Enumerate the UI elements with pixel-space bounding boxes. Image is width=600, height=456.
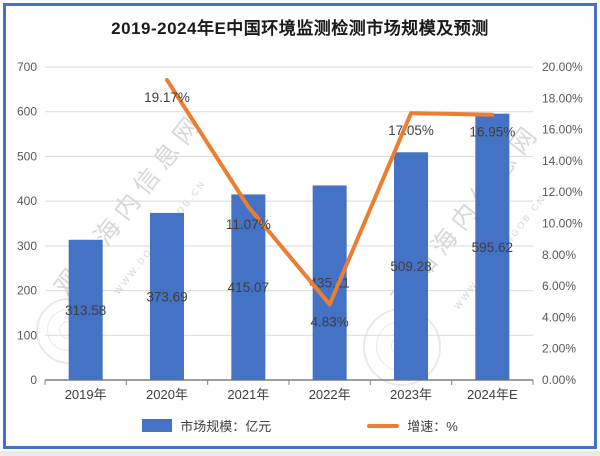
bar-value-label: 415.07: [228, 280, 269, 295]
left-axis-tick-label: 0: [30, 373, 37, 387]
left-axis-tick-label: 200: [17, 284, 37, 298]
left-axis-tick-label: 700: [17, 60, 37, 74]
x-axis-label: 2023年: [390, 387, 432, 402]
right-axis-tick-label: 8.00%: [542, 248, 576, 262]
legend-bar-label: 市场规模：亿元: [180, 419, 272, 434]
right-axis-tick-label: 12.00%: [542, 185, 583, 199]
right-axis-tick-label: 20.00%: [542, 60, 583, 74]
chart-legend: 市场规模：亿元 增速：%: [0, 416, 600, 435]
growth-rate-label: 11.07%: [226, 217, 271, 232]
right-axis-tick-label: 10.00%: [542, 217, 583, 231]
right-axis-tick-label: 2.00%: [542, 342, 576, 356]
x-axis-label: 2019年: [65, 387, 107, 402]
left-axis-tick-label: 100: [17, 328, 37, 342]
growth-rate-label: 19.17%: [144, 90, 190, 105]
right-axis-tick-label: 0.00%: [542, 373, 576, 387]
legend-line-label: 增速：%: [407, 419, 458, 434]
line-series-swatch: [367, 423, 400, 428]
x-axis-label: 2020年: [146, 387, 188, 402]
bar-value-label: 313.58: [65, 303, 106, 318]
bar-2021年: [231, 194, 266, 380]
legend-item-market-size: 市场规模：亿元: [142, 416, 271, 435]
bottom-edge-strip: [0, 451, 600, 456]
bar-value-label: 373.69: [146, 289, 187, 304]
x-axis-label: 2024年E: [467, 387, 518, 402]
x-axis-label: 2021年: [227, 387, 269, 402]
growth-rate-label: 16.95%: [469, 125, 515, 140]
right-axis-tick-label: 16.00%: [542, 123, 583, 137]
chart-title: 2019-2024年E中国环境监测检测市场规模及预测: [111, 19, 489, 38]
right-axis-tick-label: 6.00%: [542, 279, 576, 293]
legend-item-growth-rate: 增速：%: [367, 416, 458, 435]
bar-2023年: [394, 152, 428, 380]
x-axis-label: 2022年: [309, 387, 351, 402]
left-axis-tick-label: 300: [17, 239, 37, 253]
growth-rate-label: 17.05%: [388, 123, 434, 138]
right-axis-tick-label: 14.00%: [542, 154, 583, 168]
bar-series-swatch: [142, 419, 173, 432]
right-axis-tick-label: 4.00%: [542, 310, 576, 324]
bar-value-label: 509.28: [390, 259, 431, 274]
bar-2019年: [68, 239, 103, 380]
growth-rate-label: 4.83%: [311, 314, 349, 329]
bar-value-label: 595.62: [472, 240, 513, 255]
bar-2020年: [150, 212, 184, 380]
right-axis-tick-label: 18.00%: [542, 91, 583, 105]
left-axis-tick-label: 500: [17, 149, 37, 163]
bar-2024年E: [475, 113, 510, 381]
growth-rate-line: [165, 77, 495, 307]
left-axis-tick-label: 400: [17, 194, 37, 208]
left-axis-tick-label: 600: [17, 105, 37, 119]
